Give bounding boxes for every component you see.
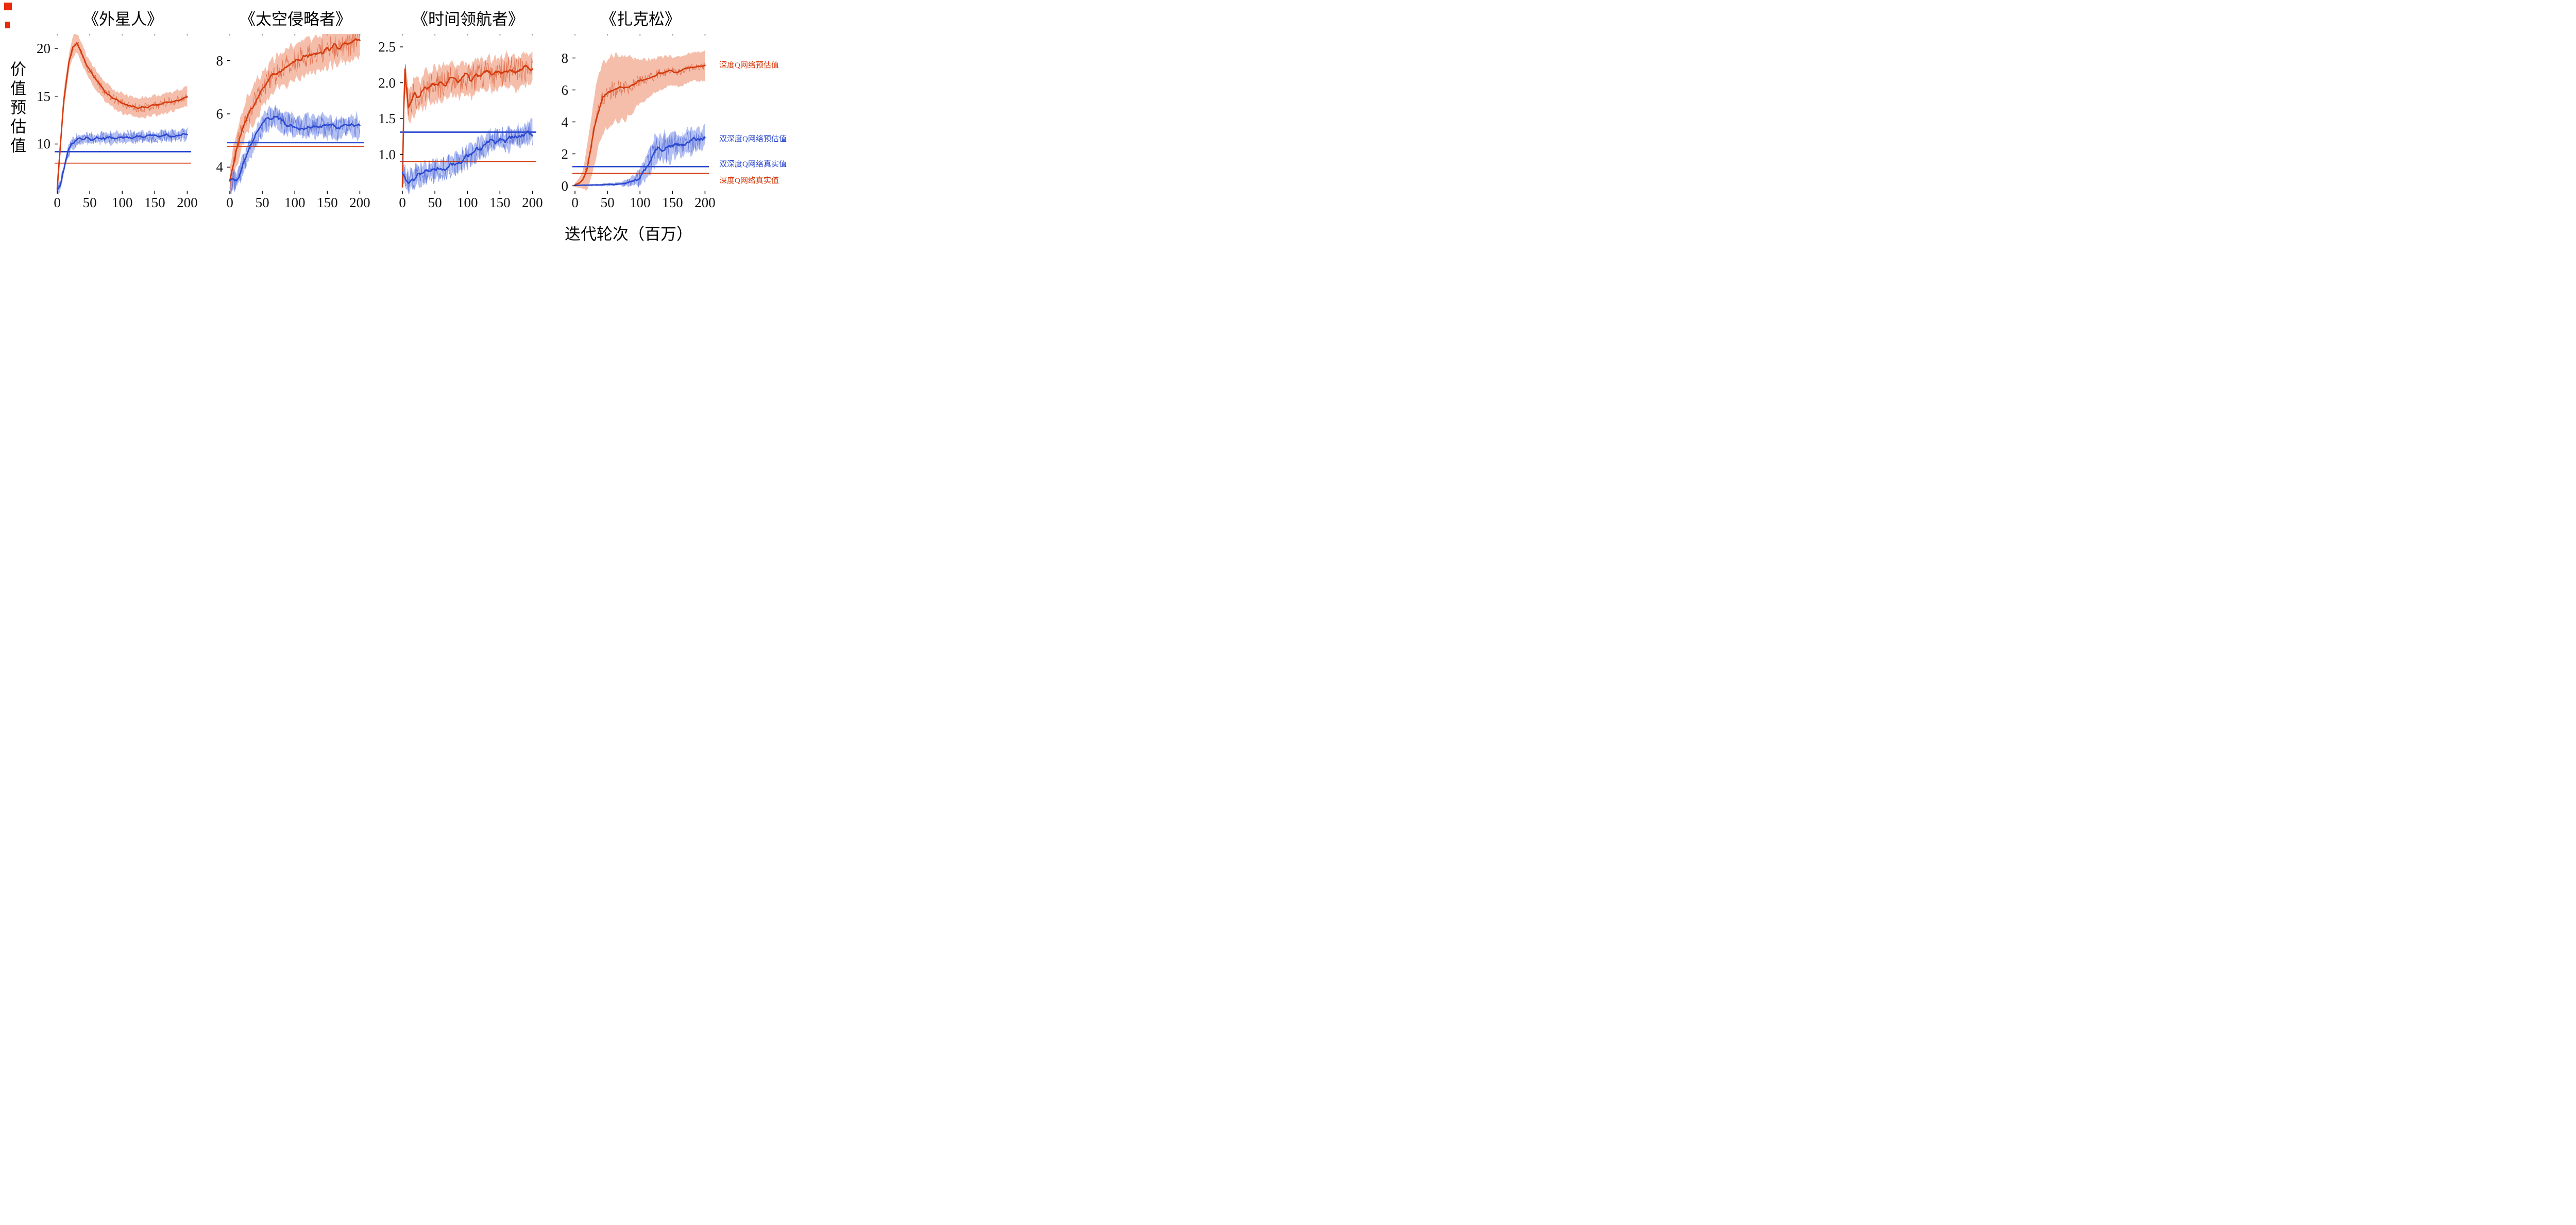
y-tick-label: 1.0 <box>378 146 396 162</box>
y-tick-label: 15 <box>37 88 50 104</box>
y-tick-label: 10 <box>37 136 50 152</box>
x-axis-label: 迭代轮次（百万） <box>565 225 692 243</box>
subplot-title: 《扎克松》 <box>601 10 681 28</box>
x-tick-label: 100 <box>629 195 651 210</box>
x-axis-tick-labels: 0 50 100 150 200 <box>399 194 543 212</box>
y-tick-label: 8 <box>216 53 224 69</box>
legend-dqn-true: 深度Q网络真实值 <box>719 177 779 185</box>
y-tick-label: 8 <box>561 50 569 66</box>
y-tick-label: 20 <box>37 40 50 56</box>
y-tick-label: 0 <box>561 178 569 194</box>
artifact-red-square-1 <box>4 3 12 10</box>
x-tick-label: 150 <box>489 195 511 210</box>
x-tick-label: 100 <box>456 195 478 210</box>
x-tick-label: 0 <box>399 195 406 210</box>
x-tick-label: 150 <box>144 195 165 210</box>
y-tick-label: 4 <box>561 114 569 130</box>
x-tick-label: 50 <box>600 195 615 210</box>
x-axis-tick-labels: 0 50 100 150 200 <box>571 194 715 212</box>
x-tick-label: 0 <box>54 195 61 210</box>
subplot-title: 《外星人》 <box>83 10 163 28</box>
y-tick-label: 1.5 <box>378 111 396 127</box>
legend-dqn-estimate: 深度Q网络预估值 <box>719 61 779 70</box>
x-tick-label: 200 <box>694 195 716 210</box>
plot-canvas <box>227 34 364 194</box>
x-tick-label: 0 <box>226 195 233 210</box>
x-axis-tick-labels: 0 50 100 150 200 <box>226 194 370 212</box>
y-axis-tick-labels: 1.0 1.5 2.0 2.5 <box>372 34 400 194</box>
subplot-3: 《时间领航者》 1.0 1.5 2.0 2.5 0 50 100 150 200 <box>372 7 545 212</box>
x-tick-label: 200 <box>177 195 198 210</box>
y-axis-tick-labels: 4 6 8 <box>199 34 227 194</box>
x-tick-label: 0 <box>571 195 579 210</box>
y-tick-label: 4 <box>216 159 224 175</box>
subplot-2: 《太空侵略者》 4 6 8 0 50 100 150 200 <box>199 7 372 212</box>
subplot-title: 《时间领航者》 <box>412 10 524 28</box>
x-tick-label: 200 <box>522 195 543 210</box>
x-tick-label: 200 <box>349 195 370 210</box>
x-tick-label: 50 <box>82 195 97 210</box>
x-tick-label: 100 <box>284 195 306 210</box>
x-tick-label: 100 <box>111 195 133 210</box>
subplot-1: 《外星人》 10 15 20 0 50 100 150 200 <box>27 7 199 212</box>
y-tick-label: 2 <box>561 146 569 162</box>
y-axis-tick-labels: 0 2 4 6 8 <box>545 34 572 194</box>
y-tick-label: 2.0 <box>378 75 396 91</box>
subplot-title: 《太空侵略者》 <box>240 10 351 28</box>
y-tick-label: 2.5 <box>378 39 396 55</box>
x-axis-tick-labels: 0 50 100 150 200 <box>54 194 197 212</box>
artifact-red-square-2 <box>5 22 10 28</box>
x-tick-label: 50 <box>255 195 269 210</box>
legend-double-dqn-true: 双深度Q网络真实值 <box>719 160 787 169</box>
x-tick-label: 150 <box>317 195 338 210</box>
x-tick-label: 150 <box>662 195 683 210</box>
x-tick-label: 50 <box>428 195 442 210</box>
plot-canvas <box>55 34 191 194</box>
figure-double-dqn-value-estimates: 价值预估值 《外星人》 10 15 20 0 50 100 150 200 《太空侵略者》 4 6 8 0… <box>0 0 793 245</box>
y-axis-tick-labels: 10 15 20 <box>27 34 55 194</box>
y-axis-label: 价值预估值 <box>8 61 26 156</box>
legend-double-dqn-estimate: 双深度Q网络预估值 <box>719 135 787 143</box>
plot-canvas <box>572 34 709 194</box>
y-tick-label: 6 <box>216 106 224 122</box>
plot-canvas <box>400 34 536 194</box>
subplot-grid: 《外星人》 10 15 20 0 50 100 150 200 《太空侵略者》 4 6 8 0 50 100 1… <box>27 7 717 212</box>
y-tick-label: 6 <box>561 82 569 98</box>
subplot-4: 《扎克松》 0 2 4 6 8 0 50 100 150 200 <box>545 7 717 212</box>
